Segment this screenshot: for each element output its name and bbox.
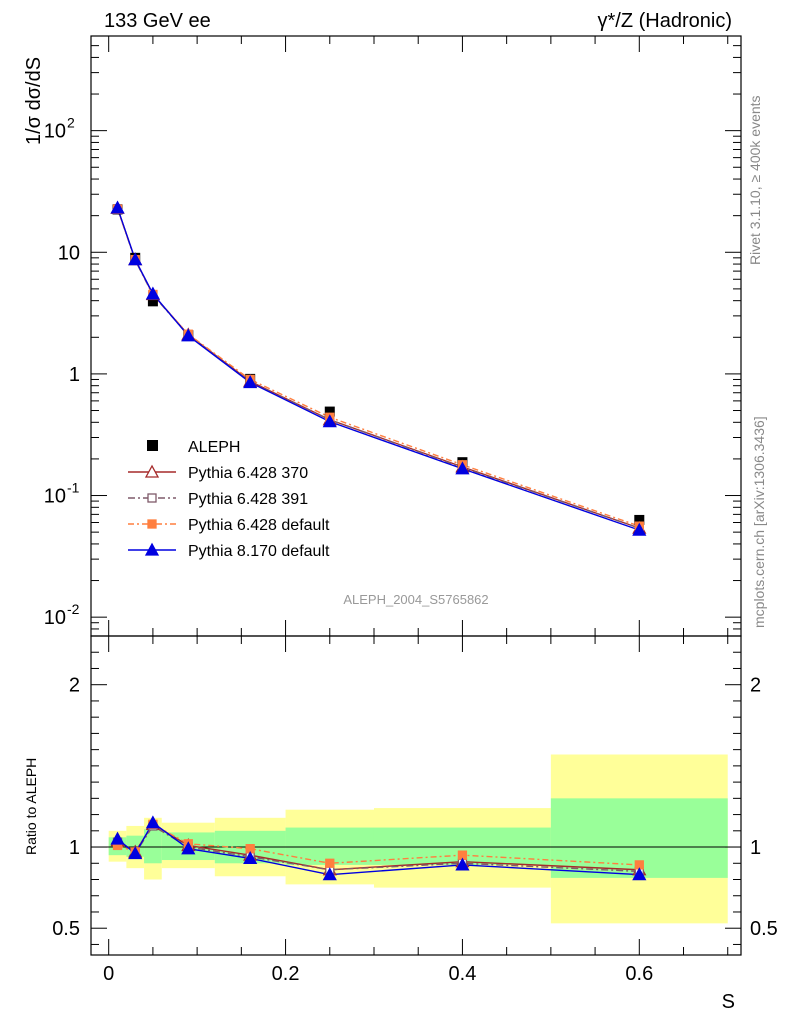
rivet-label: Rivet 3.1.10, ≥ 400k events: [747, 95, 763, 265]
ratio-y-tick-label: 1: [69, 837, 80, 859]
y-tick-label: 1: [69, 364, 80, 386]
x-tick-label: 0.4: [449, 963, 477, 985]
marker: [128, 252, 143, 266]
header-left: 133 GeV ee: [104, 10, 211, 32]
y-tick-label-exponent: 2: [67, 115, 75, 131]
ratio-ylabel: Ratio to ALEPH: [23, 758, 39, 855]
x-tick-label: 0: [103, 963, 114, 985]
legend-marker: [147, 440, 158, 451]
y-tick-label: 10: [58, 242, 80, 264]
legend-label: Pythia 6.428 370: [188, 465, 308, 482]
y-tick-label: 10: [44, 121, 66, 143]
marker: [147, 493, 157, 503]
watermark: ALEPH_2004_S5765862: [343, 592, 488, 607]
mcplots-label: mcplots.cern.ch [arXiv:1306.3436]: [751, 416, 767, 628]
marker: [455, 461, 470, 475]
marker: [632, 522, 647, 536]
marker: [128, 846, 143, 860]
marker: [145, 815, 160, 829]
legend-label: Pythia 8.170 default: [188, 543, 330, 560]
data-point: [634, 514, 645, 525]
marker: [110, 831, 125, 845]
ratio-panel: 0 0.2 0.4 0.6 0.5 0.5 1 1 2 2: [52, 635, 778, 985]
legend-label: Pythia 6.428 391: [188, 491, 308, 508]
main-ylabel: 1/σ dσ/dS: [23, 57, 45, 145]
data-point: [324, 406, 335, 417]
marker: [632, 867, 647, 881]
series-line: [116, 207, 640, 531]
ratio-y-tick-label: 0.5: [52, 918, 80, 940]
ratio-frame: [90, 635, 742, 956]
ratio-y-tick-label: 0.5: [750, 918, 778, 940]
marker: [110, 200, 125, 214]
x-axis-label: S: [722, 991, 735, 1013]
marker: [144, 542, 160, 556]
marker: [322, 867, 337, 881]
marker: [147, 519, 157, 529]
y-tick-label-exponent: -1: [67, 480, 80, 496]
ratio-y-tick-label: 1: [750, 837, 761, 859]
header-right: γ*/Z (Hadronic): [598, 10, 732, 32]
legend-label: ALEPH: [188, 439, 240, 456]
legend: ALEPH Pythia 6.428 370 Pythia 6.428 391 Pyt…: [128, 439, 330, 560]
marker: [243, 851, 258, 865]
ratio-y-tick-label: 2: [69, 675, 80, 697]
marker: [144, 464, 160, 478]
stat-uncertainty-band: [144, 829, 162, 864]
marker: [145, 286, 160, 300]
data-point: [147, 296, 158, 307]
legend-label: Pythia 6.428 default: [188, 517, 330, 534]
x-tick-label: 0.2: [272, 963, 300, 985]
marker: [322, 414, 337, 428]
marker: [181, 841, 196, 855]
y-tick-label: 10: [44, 607, 66, 629]
marker: [243, 375, 258, 389]
y-tick-label: 10: [44, 486, 66, 508]
marker: [455, 857, 470, 871]
marker: [325, 858, 335, 868]
ratio-y-tick-label: 2: [750, 675, 761, 697]
x-tick-label: 0.6: [625, 963, 653, 985]
marker: [181, 328, 196, 342]
y-tick-label-exponent: -2: [67, 601, 80, 617]
